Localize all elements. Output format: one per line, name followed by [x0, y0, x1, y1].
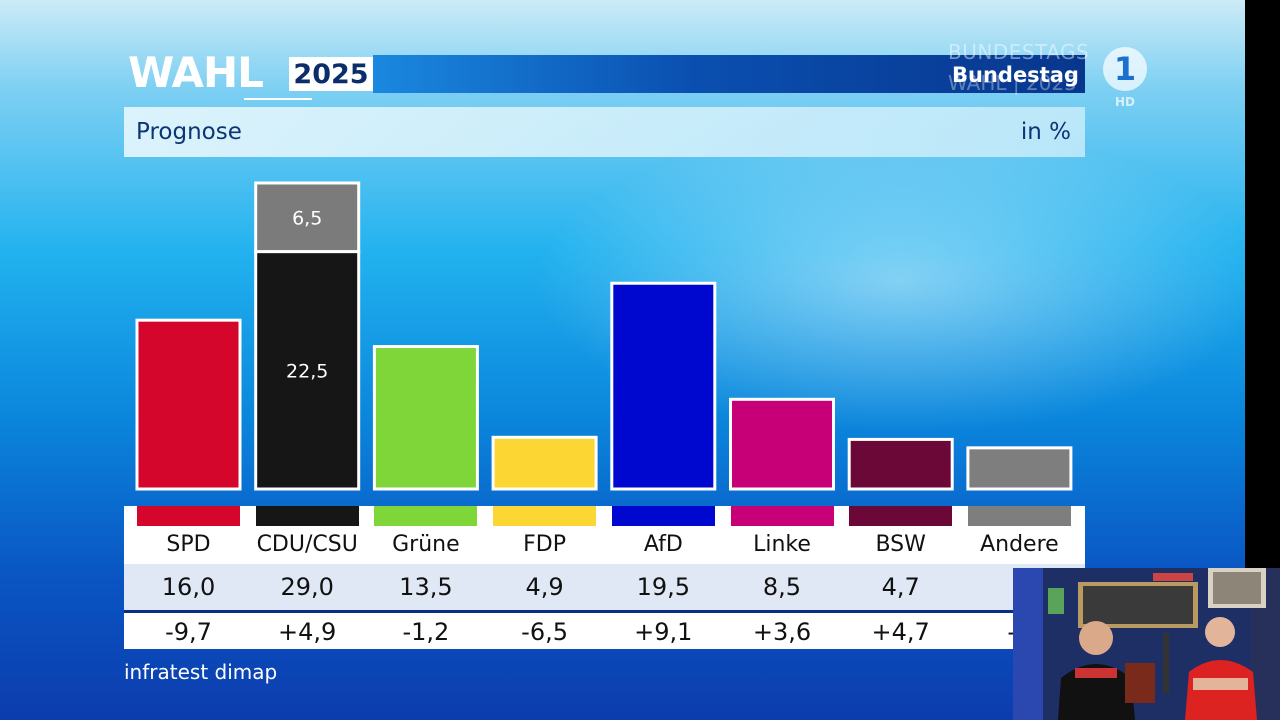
- party-name: Linke: [753, 532, 811, 557]
- logo-ghost-bottom: WAHL | 2025: [948, 71, 1077, 95]
- bar-segment-label: 6,5: [292, 207, 322, 229]
- party-name: AfD: [643, 532, 683, 557]
- webcam-scene: [1013, 568, 1280, 720]
- brand-year: 2025: [293, 59, 369, 90]
- party-change: +4,9: [278, 618, 337, 646]
- value-row: 16,029,013,54,919,58,54,73: [124, 564, 1085, 610]
- bar: [729, 397, 835, 491]
- party-change: +9,1: [634, 618, 693, 646]
- party-color-strip: [611, 506, 715, 526]
- logo-ghost-top: BUNDESTAGS: [948, 40, 1090, 64]
- party-change: -1,2: [402, 618, 450, 646]
- party-value: 8,5: [762, 573, 802, 601]
- bar: [372, 345, 479, 491]
- bar: [491, 435, 598, 491]
- bar-chart: 22,5 6,5: [135, 181, 1073, 491]
- bar: [966, 446, 1073, 491]
- brand-underline: [244, 98, 312, 100]
- chart-unit: in %: [1020, 119, 1071, 145]
- party-value: 13,5: [399, 573, 453, 601]
- party-change: +3,6: [752, 618, 812, 646]
- party-value: 4,7: [881, 573, 920, 601]
- party-name: Grüne: [392, 532, 460, 557]
- bar: [135, 318, 242, 491]
- bar-segment-label: 22,5: [286, 360, 328, 382]
- results-table: SPD CDU/CSU Grüne FDP AfD Linke BSW Andere 16,0…: [124, 506, 1085, 649]
- bar-segment: [254, 181, 361, 254]
- party-name: SPD: [166, 532, 211, 557]
- party-value: 19,5: [636, 573, 691, 601]
- party-color-strip: [849, 506, 953, 526]
- party-change: -6,5: [521, 618, 568, 646]
- party-name: Andere: [980, 532, 1059, 557]
- bar: [610, 281, 717, 491]
- change-row: -9,7+4,9-1,2-6,5+9,1+3,6+4,7-4: [124, 613, 1085, 649]
- broadcast-graphic: WAHL 2025 BUNDESTAGS WAHL | 2025 Bundest…: [0, 0, 1245, 720]
- party-change: -9,7: [165, 618, 212, 646]
- title-band: [373, 55, 1085, 93]
- webcam-overlay: [1013, 568, 1280, 720]
- row-separator: [124, 610, 1085, 613]
- party-name: CDU/CSU: [256, 532, 358, 557]
- party-color-strip: [137, 506, 240, 526]
- brand-word: WAHL: [128, 48, 264, 97]
- brand-year-box: 2025: [289, 57, 373, 91]
- party-color-strip: [730, 506, 834, 526]
- party-value: 16,0: [161, 573, 216, 601]
- bundestag-logo-label: Bundestag: [952, 63, 1079, 87]
- subheader: Prognose in %: [124, 107, 1085, 157]
- bar: [847, 437, 954, 491]
- header: WAHL 2025: [124, 51, 1085, 100]
- chart-title: Prognose: [136, 119, 242, 145]
- party-color-strip: [374, 506, 478, 526]
- party-name: FDP: [523, 532, 567, 557]
- party-change: +4,7: [871, 618, 930, 646]
- party-value: 4,9: [525, 573, 564, 601]
- party-color-strip: [255, 506, 359, 526]
- party-value: 29,0: [280, 573, 334, 601]
- source-label: infratest dimap: [124, 660, 278, 684]
- party-name-row: SPD CDU/CSU Grüne FDP AfD Linke BSW Andere: [124, 506, 1085, 564]
- party-name: BSW: [875, 532, 926, 557]
- hd-label: HD: [1115, 95, 1136, 109]
- channel-logo-icon: 1: [1103, 47, 1147, 91]
- party-color-strip: [967, 506, 1071, 526]
- party-color-strip: [493, 506, 597, 526]
